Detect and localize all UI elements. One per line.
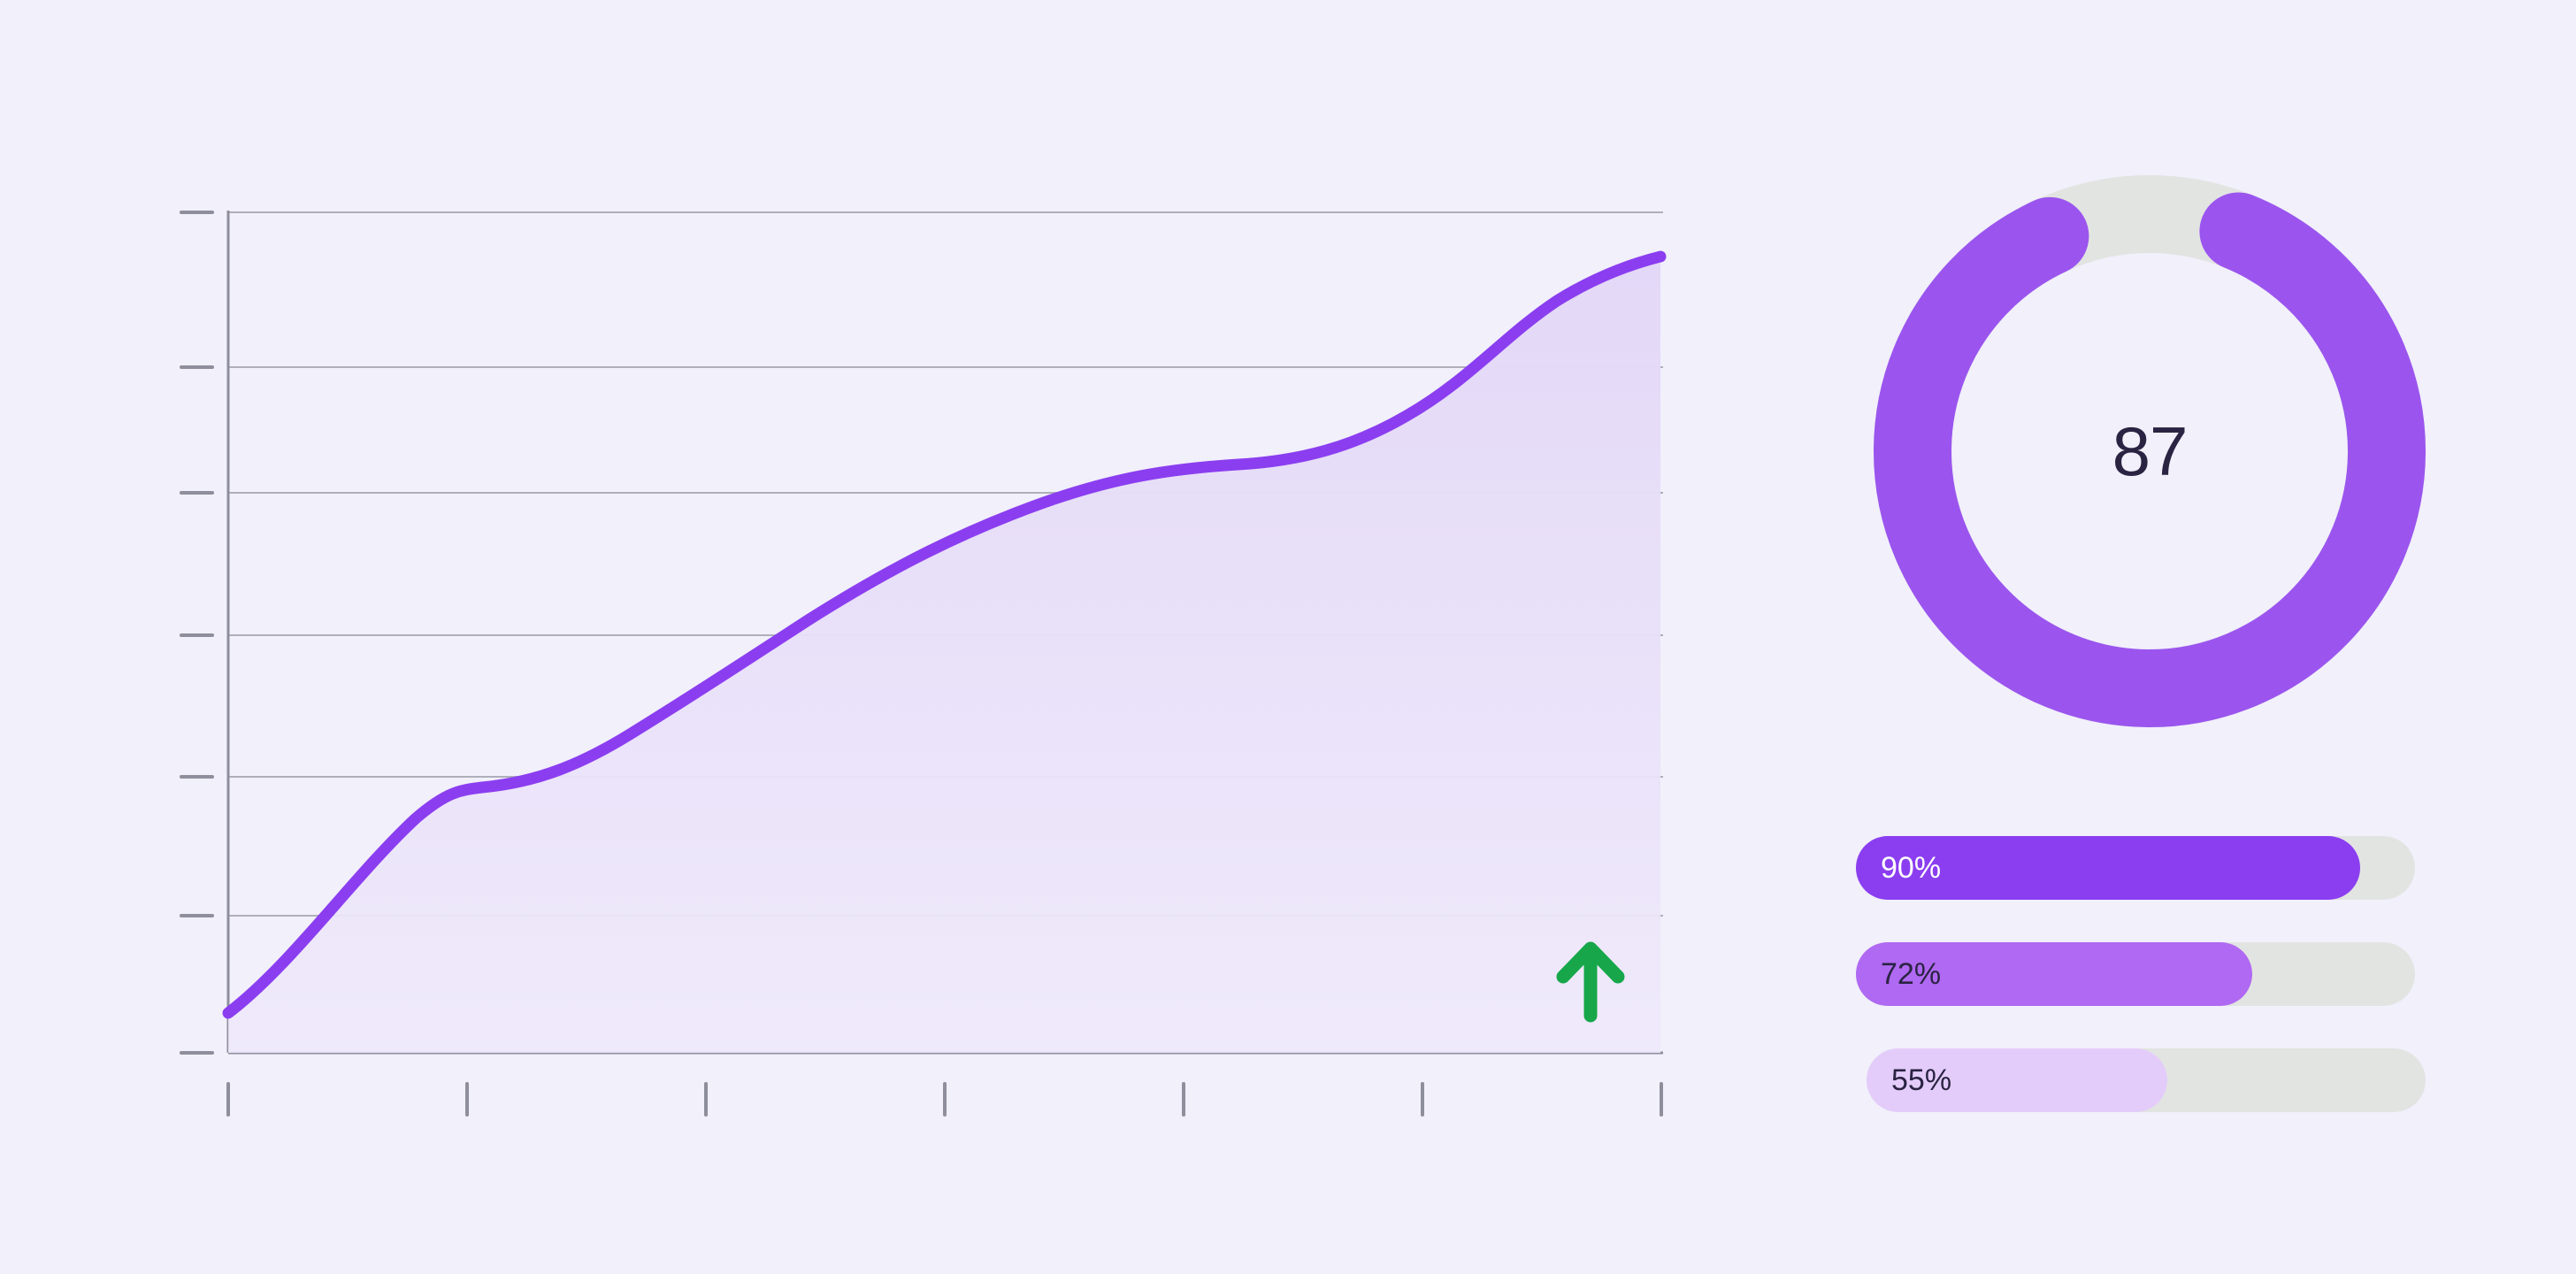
progress-value-label: 55% bbox=[1891, 1063, 1952, 1097]
progress-bar-row[interactable]: 90% bbox=[1856, 836, 2475, 900]
chart-y-ticks bbox=[180, 211, 214, 1055]
chart-line-series bbox=[222, 250, 1667, 1019]
metrics-panel: 87 90% 72% 55% bbox=[1805, 0, 2576, 1274]
score-gauge[interactable]: 87 bbox=[1831, 133, 2468, 770]
chart-area-fill bbox=[228, 257, 1660, 1053]
progress-fill: 55% bbox=[1867, 1048, 2167, 1112]
progress-fill: 72% bbox=[1856, 942, 2252, 1006]
progress-value-label: 72% bbox=[1881, 957, 1942, 991]
progress-fill: 90% bbox=[1856, 836, 2360, 900]
gauge-arc bbox=[1874, 175, 2426, 727]
progress-bar-list: 90% 72% 55% bbox=[1856, 836, 2475, 1155]
progress-bar-row[interactable]: 72% bbox=[1856, 942, 2475, 1006]
gauge-value-label: 87 bbox=[2112, 412, 2189, 490]
progress-bar-row[interactable]: 55% bbox=[1856, 1048, 2475, 1112]
progress-value-label: 90% bbox=[1881, 851, 1942, 885]
area-chart-panel bbox=[180, 211, 1667, 1117]
area-chart bbox=[180, 211, 1667, 1117]
gauge-ring bbox=[1874, 175, 2426, 727]
chart-x-ticks bbox=[226, 1082, 1663, 1117]
trend-up-icon bbox=[1556, 941, 1625, 1023]
